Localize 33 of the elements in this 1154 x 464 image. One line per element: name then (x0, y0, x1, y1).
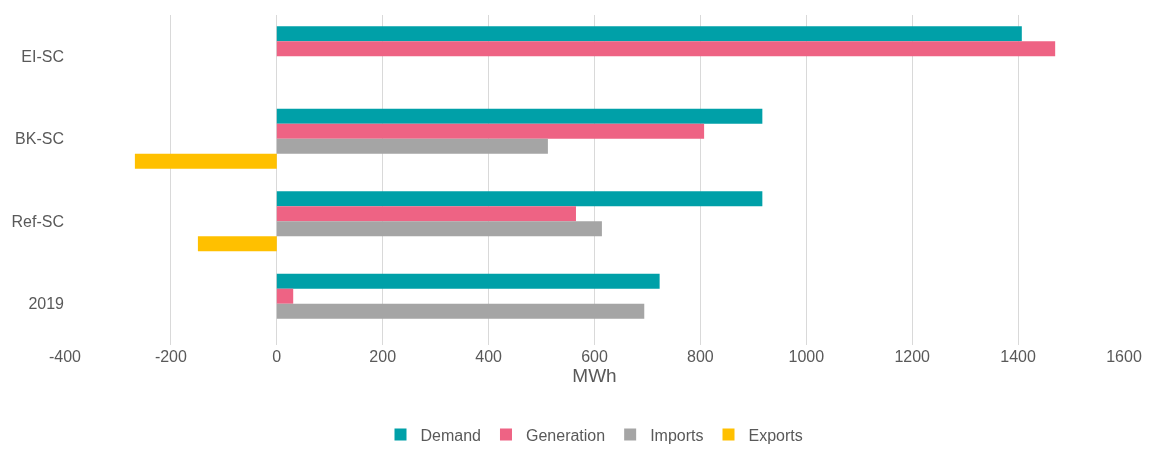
bar (276, 26, 1022, 42)
bar (276, 138, 548, 154)
bar (276, 273, 660, 289)
x-tick-label: 1000 (788, 348, 825, 365)
bar (197, 236, 277, 252)
legend-label: Exports (748, 426, 803, 444)
legend-label: Demand (420, 426, 481, 444)
x-axis-title: MWh (572, 365, 617, 386)
x-tick-label: 0 (272, 348, 282, 365)
x-tick-label: -400 (48, 348, 82, 365)
x-tick-label: 600 (581, 348, 608, 365)
bar (276, 108, 763, 124)
bar (276, 303, 645, 319)
bar (276, 191, 763, 207)
x-tick-label: 1600 (1106, 348, 1142, 365)
x-tick-label: 400 (475, 348, 503, 365)
bar (276, 221, 602, 237)
x-tick-label: 200 (369, 348, 397, 365)
legend-label: Generation (525, 426, 606, 444)
y-tick-label: 2019 (28, 295, 65, 313)
bar (276, 123, 705, 139)
x-tick-label: -200 (154, 348, 188, 365)
bar (276, 41, 1056, 57)
y-tick-label: BK-SC (15, 130, 64, 148)
bar (276, 288, 294, 304)
y-tick-label: EI-SC (21, 47, 64, 65)
legend-label: Imports (650, 426, 704, 444)
x-tick-label: 1400 (1000, 348, 1036, 365)
x-tick-label: 1200 (894, 348, 931, 365)
bar (134, 153, 277, 169)
y-tick-label: Ref-SC (11, 212, 64, 230)
x-tick-label: 800 (687, 348, 714, 365)
bar (276, 206, 576, 222)
